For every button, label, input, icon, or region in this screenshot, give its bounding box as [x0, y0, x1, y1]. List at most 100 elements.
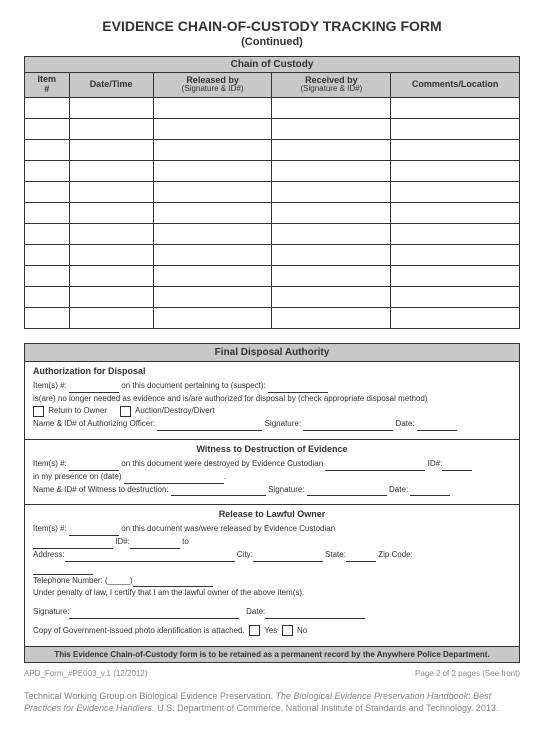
blank-input[interactable] [325, 461, 425, 471]
auth-cb2: Auction/Destroy/Divert [135, 406, 215, 415]
table-cell[interactable] [272, 223, 391, 244]
table-cell[interactable] [391, 286, 520, 307]
table-cell[interactable] [25, 139, 70, 160]
blank-input[interactable] [130, 539, 180, 549]
table-cell[interactable] [272, 286, 391, 307]
table-cell[interactable] [69, 139, 153, 160]
col-released-sub: (Signature & ID#) [157, 85, 269, 94]
table-cell[interactable] [25, 118, 70, 139]
table-cell[interactable] [25, 244, 70, 265]
table-cell[interactable] [391, 244, 520, 265]
table-cell[interactable] [25, 265, 70, 286]
table-cell[interactable] [69, 160, 153, 181]
rel-l2a: ID#: [115, 537, 130, 546]
table-cell[interactable] [153, 286, 272, 307]
blank-input[interactable] [157, 421, 262, 431]
auth-title: Authorization for Disposal [33, 366, 511, 376]
table-cell[interactable] [391, 118, 520, 139]
table-cell[interactable] [25, 97, 70, 118]
blank-input[interactable] [346, 552, 376, 562]
table-cell[interactable] [272, 118, 391, 139]
blank-input[interactable] [253, 552, 323, 562]
blank-input[interactable] [171, 486, 266, 496]
table-cell[interactable] [25, 286, 70, 307]
wit-l1c: ID#: [428, 459, 443, 468]
table-cell[interactable] [69, 265, 153, 286]
table-row [25, 181, 520, 202]
table-cell[interactable] [153, 244, 272, 265]
blank-input[interactable] [303, 421, 393, 431]
final-box: Final Disposal Authority Authorization f… [24, 343, 520, 663]
table-cell[interactable] [272, 202, 391, 223]
table-cell[interactable] [272, 181, 391, 202]
checkbox-auction[interactable] [120, 406, 131, 417]
table-cell[interactable] [69, 286, 153, 307]
table-cell[interactable] [391, 97, 520, 118]
table-cell[interactable] [272, 139, 391, 160]
table-cell[interactable] [69, 244, 153, 265]
blank-input[interactable] [69, 461, 119, 471]
table-cell[interactable] [69, 97, 153, 118]
table-row [25, 97, 520, 118]
blank-input[interactable] [307, 486, 387, 496]
blank-input[interactable] [133, 577, 213, 587]
table-cell[interactable] [25, 181, 70, 202]
table-cell[interactable] [153, 202, 272, 223]
table-cell[interactable] [391, 202, 520, 223]
table-cell[interactable] [69, 118, 153, 139]
table-cell[interactable] [69, 307, 153, 328]
table-cell[interactable] [153, 160, 272, 181]
table-cell[interactable] [272, 307, 391, 328]
blank-input[interactable] [65, 552, 235, 562]
table-cell[interactable] [272, 244, 391, 265]
table-cell[interactable] [69, 202, 153, 223]
table-cell[interactable] [25, 202, 70, 223]
blank-input[interactable] [33, 565, 93, 575]
table-cell[interactable] [391, 160, 520, 181]
auth-l1a: Item(s) #: [33, 381, 67, 390]
table-cell[interactable] [272, 160, 391, 181]
blank-input[interactable] [417, 421, 457, 431]
table-row [25, 202, 520, 223]
blank-input[interactable] [33, 539, 113, 549]
rel-l4: Telephone Number: (_____) [33, 576, 133, 585]
checkbox-return[interactable] [33, 406, 44, 417]
blank-input[interactable] [268, 383, 328, 393]
table-cell[interactable] [272, 265, 391, 286]
release-title: Release to Lawful Owner [33, 509, 511, 519]
table-cell[interactable] [391, 223, 520, 244]
table-cell[interactable] [391, 265, 520, 286]
col-item: Item # [25, 73, 70, 98]
auth-l3c: Date: [396, 419, 415, 428]
table-cell[interactable] [153, 139, 272, 160]
blank-input[interactable] [265, 609, 365, 619]
table-cell[interactable] [153, 97, 272, 118]
blank-input[interactable] [124, 474, 224, 484]
blank-input[interactable] [69, 383, 119, 393]
table-cell[interactable] [69, 181, 153, 202]
rel-l1b: on this document was/were released by Ev… [121, 524, 335, 533]
table-cell[interactable] [153, 307, 272, 328]
checkbox-no[interactable] [282, 625, 293, 636]
checkbox-yes[interactable] [249, 625, 260, 636]
table-cell[interactable] [25, 160, 70, 181]
table-row [25, 265, 520, 286]
table-cell[interactable] [391, 139, 520, 160]
footer-row: APD_Form_#PE003_v.1 (12/2012) Page 2 of … [24, 669, 520, 678]
table-cell[interactable] [69, 223, 153, 244]
table-cell[interactable] [153, 181, 272, 202]
table-cell[interactable] [391, 181, 520, 202]
table-cell[interactable] [153, 265, 272, 286]
rel-l3a: Address: [33, 550, 65, 559]
table-cell[interactable] [272, 97, 391, 118]
blank-input[interactable] [69, 609, 239, 619]
blank-input[interactable] [69, 526, 119, 536]
table-cell[interactable] [153, 118, 272, 139]
table-cell[interactable] [153, 223, 272, 244]
rel-l3b: City: [237, 550, 253, 559]
blank-input[interactable] [410, 486, 450, 496]
table-cell[interactable] [25, 307, 70, 328]
blank-input[interactable] [442, 461, 472, 471]
table-cell[interactable] [25, 223, 70, 244]
table-cell[interactable] [391, 307, 520, 328]
